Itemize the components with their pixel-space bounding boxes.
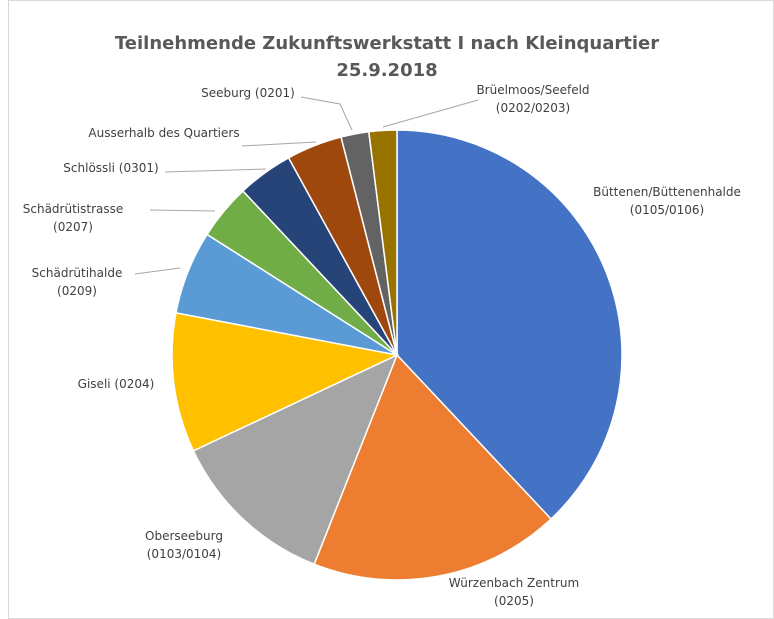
pie-slice bbox=[313, 353, 553, 581]
leader-line bbox=[300, 96, 353, 131]
chart-title: Teilnehmende Zukunftswerkstatt I nach Kl… bbox=[114, 33, 660, 54]
slice-label: Seeburg (0201) bbox=[201, 86, 295, 100]
pie-slice bbox=[396, 129, 623, 521]
leader-line bbox=[382, 99, 479, 128]
slice-label: Ausserhalb des Quartiers bbox=[88, 126, 240, 140]
slice-label: Giseli (0204) bbox=[77, 377, 155, 391]
slice-label: Büttenen/Büttenenhalde (0105/0106) bbox=[593, 185, 741, 217]
leader-line bbox=[149, 209, 216, 212]
leader-line bbox=[241, 141, 317, 147]
slice-label: Oberseeburg (0103/0104) bbox=[145, 529, 223, 561]
chart-subtitle: 25.9.2018 bbox=[336, 60, 438, 81]
pie-slice bbox=[171, 311, 400, 452]
pie-slice bbox=[367, 129, 398, 356]
slice-label: Schädrütihalde (0209) bbox=[31, 266, 123, 298]
slice-label: Schlössli (0301) bbox=[63, 161, 159, 175]
slice-label: Schädrütistrasse (0207) bbox=[22, 202, 124, 234]
slice-label: Würzenbach Zentrum (0205) bbox=[448, 576, 580, 608]
leader-line bbox=[134, 267, 181, 275]
pie-slice bbox=[192, 353, 399, 566]
leader-line bbox=[164, 168, 267, 173]
slice-label: Brüelmoos/Seefeld (0202/0203) bbox=[476, 83, 590, 115]
